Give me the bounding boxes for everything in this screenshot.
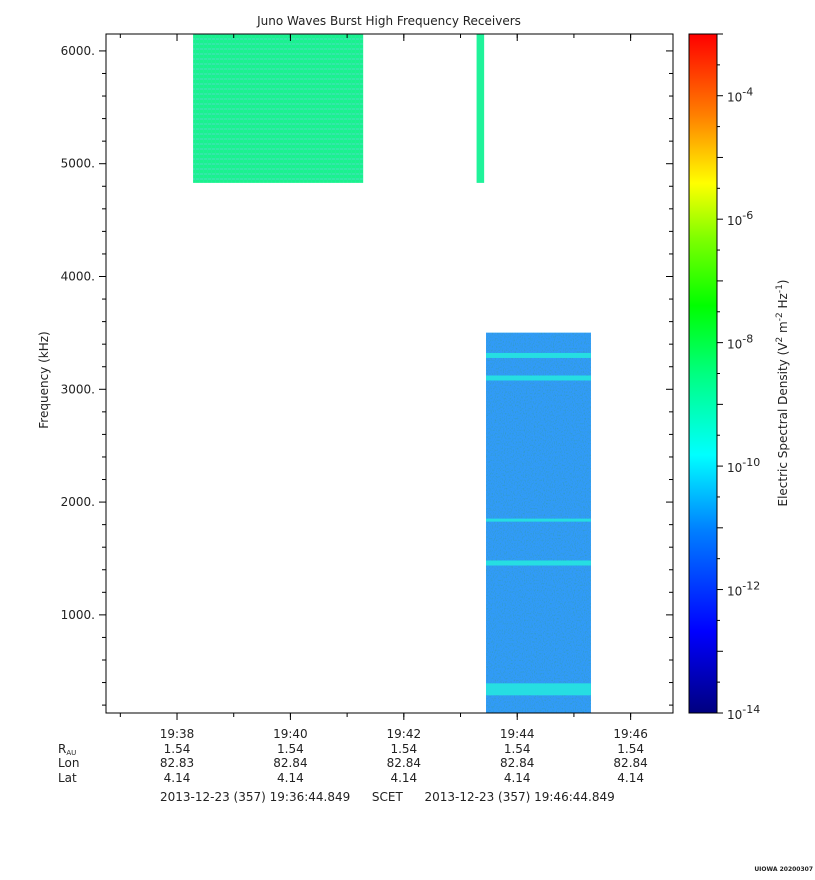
colorbar-label-sup-2: 2 bbox=[775, 337, 785, 343]
x-tick-label: 19:38 bbox=[160, 727, 195, 741]
y-tick-label: 5000. bbox=[61, 157, 95, 171]
block-noise bbox=[486, 332, 591, 713]
plot-frame bbox=[105, 33, 674, 714]
colorbar-label-base: Electric Spectral Density (V bbox=[776, 342, 790, 507]
block-fill bbox=[476, 34, 485, 183]
chart-title: Juno Waves Burst High Frequency Receiver… bbox=[256, 14, 521, 28]
y-tick-label: 4000. bbox=[61, 270, 95, 284]
colorbar-tick-label: 10-10 bbox=[727, 456, 760, 475]
spectrogram-block-2 bbox=[476, 34, 485, 183]
ephemeris-label-sub: AU bbox=[66, 749, 77, 757]
colorbar-tick-label: 10-12 bbox=[727, 580, 760, 599]
ephemeris-label-text: R bbox=[58, 742, 67, 756]
time-span-frame: SCET bbox=[371, 790, 403, 804]
block-fill bbox=[193, 34, 364, 183]
ephemeris-value: 82.84 bbox=[386, 756, 421, 770]
x-tick-label: 19:40 bbox=[273, 727, 308, 741]
colorbar-tick-label: 10-8 bbox=[727, 333, 753, 352]
emission-band-4 bbox=[486, 560, 591, 566]
ephemeris-value: 82.84 bbox=[500, 756, 535, 770]
x-tick-label: 19:46 bbox=[613, 727, 648, 741]
colorbar-label-close: ) bbox=[776, 279, 790, 284]
y-tick-label: 3000. bbox=[61, 382, 95, 396]
ephemeris-row-label: Lat bbox=[58, 771, 77, 785]
spectrogram-block-1 bbox=[193, 34, 364, 183]
time-span-start: 2013-12-23 (357) 19:36:44.849 bbox=[160, 790, 351, 804]
ephemeris-value: 4.14 bbox=[163, 771, 191, 785]
colorbar-label: Electric Spectral Density (V2 m-2 Hz-1) bbox=[775, 279, 790, 506]
time-span-end: 2013-12-23 (357) 19:46:44.849 bbox=[424, 790, 615, 804]
emission-band-3 bbox=[486, 518, 591, 522]
ephemeris-value: 1.54 bbox=[163, 742, 191, 756]
time-span: 2013-12-23 (357) 19:36:44.849 SCET 2013-… bbox=[160, 790, 615, 804]
ephemeris-value: 1.54 bbox=[277, 742, 304, 756]
y-axis-label: Frequency (kHz) bbox=[37, 331, 51, 428]
ephemeris-value: 82.84 bbox=[273, 756, 308, 770]
y-tick-label: 6000. bbox=[61, 44, 95, 58]
colorbar-gradient bbox=[688, 33, 718, 714]
ephemeris-label-text: Lat bbox=[58, 771, 77, 785]
colorbar-label-hz: Hz bbox=[776, 293, 790, 312]
colorbar-tick-label: 10-4 bbox=[727, 86, 753, 105]
y-tick-label: 1000. bbox=[61, 608, 95, 622]
ephemeris-value: 4.14 bbox=[617, 771, 644, 785]
emission-band-1 bbox=[486, 352, 591, 358]
colorbar: 10-4 10-6 10-8 10-10 10-12 10-14 bbox=[688, 33, 760, 722]
x-tick-label: 19:44 bbox=[500, 727, 535, 741]
ephemeris-row-label: RAU bbox=[58, 742, 76, 757]
emission-band-5 bbox=[486, 683, 591, 696]
y-tick-label: 2000. bbox=[61, 495, 95, 509]
colorbar-tick-label: 10-6 bbox=[727, 209, 753, 228]
ephemeris-value: 1.54 bbox=[503, 742, 531, 756]
ephemeris-value: 4.14 bbox=[390, 771, 418, 785]
x-tick-label: 19:42 bbox=[387, 727, 422, 741]
emission-band-2 bbox=[486, 375, 591, 381]
plot-area: 19:38 19:40 19:42 19:44 19:46 1000. 2000. 3000.… bbox=[61, 33, 674, 741]
colorbar-tick-label: 10-14 bbox=[727, 703, 760, 722]
ephemeris-value: 1.54 bbox=[617, 742, 644, 756]
credit-stamp: UIOWA 20200307 bbox=[754, 866, 813, 873]
spectrogram-block-3 bbox=[486, 332, 591, 713]
ephemeris-row-label: Lon bbox=[58, 756, 79, 770]
colorbar-ticks: 10-4 10-6 10-8 10-10 10-12 10-14 bbox=[717, 33, 760, 722]
colorbar-label-sup-m1: -1 bbox=[775, 284, 785, 293]
ephemeris-value: 1.54 bbox=[390, 742, 418, 756]
ephemeris-value: 4.14 bbox=[503, 771, 531, 785]
colorbar-label-sup-m2: -2 bbox=[775, 312, 785, 321]
ephemeris-label-text: Lon bbox=[58, 756, 80, 770]
ephemeris-value: 82.84 bbox=[613, 756, 648, 770]
colorbar-label-m: m bbox=[776, 321, 790, 337]
ephemeris-value: 82.83 bbox=[159, 756, 195, 770]
ephemeris-value: 4.14 bbox=[277, 771, 304, 785]
